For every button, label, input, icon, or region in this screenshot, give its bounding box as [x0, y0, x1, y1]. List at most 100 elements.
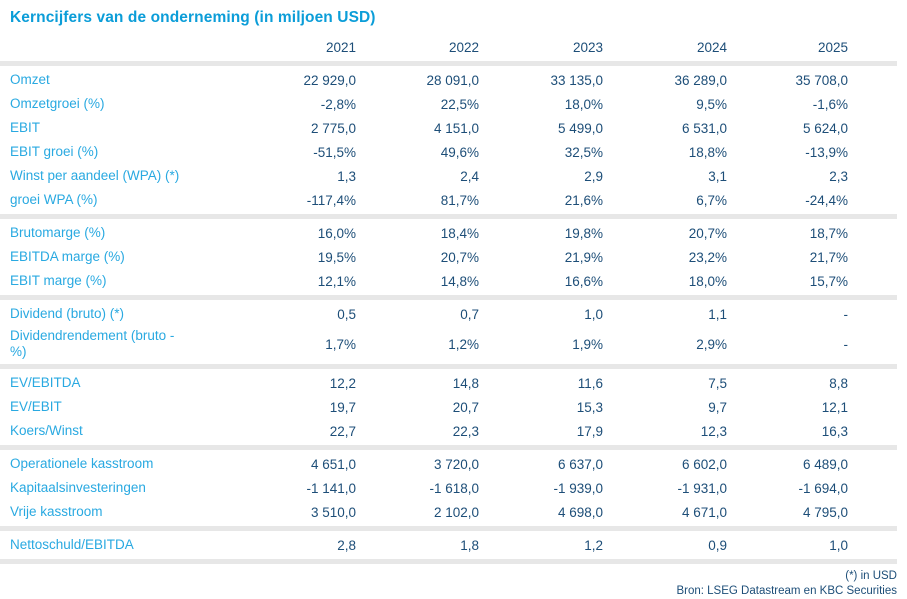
cell-value: 4 671,0	[681, 504, 727, 520]
cell-value: 20,7	[452, 399, 479, 415]
cell-value: -117,4%	[306, 192, 356, 208]
cell-value: -13,9%	[805, 144, 848, 160]
separator-bar	[0, 364, 897, 369]
cell-value: -1 694,0	[798, 480, 848, 496]
source-attribution: Bron: LSEG Datastream en KBC Securities	[676, 585, 897, 597]
cell-value: 4 795,0	[802, 504, 848, 520]
row-label: Dividendrendement (bruto - %)	[10, 328, 175, 359]
table-row: Winst per aandeel (WPA) (*) 1,3 2,4 2,9 3,1 2…	[0, 164, 897, 188]
cell-value: 14,8%	[440, 273, 479, 289]
key-figures-table: 2021 2022 2023 2024 2025 Omzet 22 929,0 28 091…	[0, 39, 897, 566]
cell-value: 19,8%	[564, 225, 603, 241]
section-separator	[0, 59, 897, 68]
cell-value: 36 289,0	[674, 72, 727, 88]
cell-value: -2,8%	[320, 96, 356, 112]
section-separator	[0, 362, 897, 371]
row-label: Brutomarge (%)	[10, 225, 106, 240]
cell-value: 18,8%	[688, 144, 727, 160]
cell-value: 21,9%	[564, 249, 603, 265]
table-row: Omzetgroei (%) -2,8% 22,5% 18,0% 9,5% -1,6%	[0, 92, 897, 116]
cell-value: 3,1	[708, 168, 727, 184]
cell-value: 2,4	[460, 168, 479, 184]
cell-value: 1,0	[829, 537, 848, 553]
cell-value: -1 939,0	[553, 480, 603, 496]
table-row: groei WPA (%) -117,4% 81,7% 21,6% 6,7% -24,4%	[0, 188, 897, 212]
cell-value: 15,3	[576, 399, 603, 415]
row-label: EBIT groei (%)	[10, 144, 99, 159]
cell-value: 12,3	[700, 423, 727, 439]
cell-value: 12,2	[329, 375, 356, 391]
row-label: Winst per aandeel (WPA) (*)	[10, 168, 180, 183]
cell-value: 5 499,0	[557, 120, 603, 136]
cell-value: 1,2	[584, 537, 603, 553]
cell-value: 49,6%	[440, 144, 479, 160]
year-column-header: 2025	[817, 40, 848, 55]
cell-value: 32,5%	[564, 144, 603, 160]
cell-value: 4 698,0	[557, 504, 603, 520]
cell-value: 0,9	[708, 537, 727, 553]
cell-value: 17,9	[576, 423, 603, 439]
row-label: EBIT	[10, 120, 41, 135]
cell-value: 1,7%	[325, 336, 356, 352]
cell-value: 21,6%	[564, 192, 603, 208]
cell-value: 4 651,0	[310, 456, 356, 472]
cell-value: 18,7%	[809, 225, 848, 241]
cell-value: 2 775,0	[310, 120, 356, 136]
cell-value: 19,5%	[317, 249, 356, 265]
table-row: Vrije kasstroom 3 510,0 2 102,0 4 698,0 4 67…	[0, 500, 897, 524]
cell-value: 2,3	[829, 168, 848, 184]
cell-value: 9,5%	[696, 96, 727, 112]
cell-value: 6 637,0	[557, 456, 603, 472]
cell-value: 11,6	[577, 375, 603, 391]
cell-value: 3 720,0	[433, 456, 479, 472]
table-row: Nettoschuld/EBITDA 2,8 1,8 1,2 0,9 1,0	[0, 533, 897, 557]
cell-value: 6,7%	[696, 192, 727, 208]
cell-value: 2,8	[337, 537, 356, 553]
cell-value: 16,3	[821, 423, 848, 439]
cell-value: 22,5%	[440, 96, 479, 112]
table-header-row: 2021 2022 2023 2024 2025	[0, 39, 897, 59]
table-row: EBIT groei (%) -51,5% 49,6% 32,5% 18,8% -13,9…	[0, 140, 897, 164]
cell-value: 1,0	[584, 306, 603, 322]
cell-value: 33 135,0	[550, 72, 603, 88]
table-row: EBIT marge (%) 12,1% 14,8% 16,6% 18,0% 15,7%	[0, 269, 897, 293]
cell-value: -	[843, 306, 849, 322]
cell-value: 4 151,0	[433, 120, 479, 136]
cell-value: 81,7%	[440, 192, 479, 208]
row-label: EV/EBIT	[10, 399, 62, 414]
table-row: Omzet 22 929,0 28 091,0 33 135,0 36 289,0 35 …	[0, 68, 897, 92]
row-label: Kapitaalsinvesteringen	[10, 480, 146, 495]
cell-value: 20,7%	[440, 249, 479, 265]
cell-value: 3 510,0	[310, 504, 356, 520]
cell-value: 1,2%	[448, 336, 479, 352]
cell-value: 18,0%	[564, 96, 603, 112]
section-separator	[0, 293, 897, 302]
cell-value: -24,4%	[805, 192, 848, 208]
cell-value: 22 929,0	[303, 72, 356, 88]
cell-value: 2 102,0	[433, 504, 479, 520]
table-row: Operationele kasstroom 4 651,0 3 720,0 6 63…	[0, 452, 897, 476]
section-separator	[0, 443, 897, 452]
cell-value: 1,8	[460, 537, 479, 553]
cell-value: 6 602,0	[681, 456, 727, 472]
cell-value: 9,7	[708, 399, 727, 415]
report-page: Kerncijfers van de onderneming (in miljo…	[0, 9, 897, 597]
cell-value: -1 141,0	[306, 480, 356, 496]
row-label: Dividend (bruto) (*)	[10, 306, 125, 321]
cell-value: 18,4%	[440, 225, 479, 241]
row-label: Vrije kasstroom	[10, 504, 103, 519]
table-footer: (*) in USD Bron: LSEG Datastream en KBC …	[0, 569, 897, 599]
cell-value: 2,9	[584, 168, 603, 184]
cell-value: 15,7%	[809, 273, 848, 289]
section-separator	[0, 212, 897, 221]
section-separator	[0, 557, 897, 566]
cell-value: 19,7	[329, 399, 356, 415]
cell-value: 20,7%	[688, 225, 727, 241]
year-column-header: 2024	[696, 40, 727, 55]
cell-value: 35 708,0	[795, 72, 848, 88]
row-label: Omzet	[10, 72, 50, 87]
cell-value: -1 618,0	[429, 480, 479, 496]
table-corner-cell	[0, 39, 232, 59]
year-column-header: 2021	[325, 40, 356, 55]
cell-value: 22,7	[329, 423, 356, 439]
